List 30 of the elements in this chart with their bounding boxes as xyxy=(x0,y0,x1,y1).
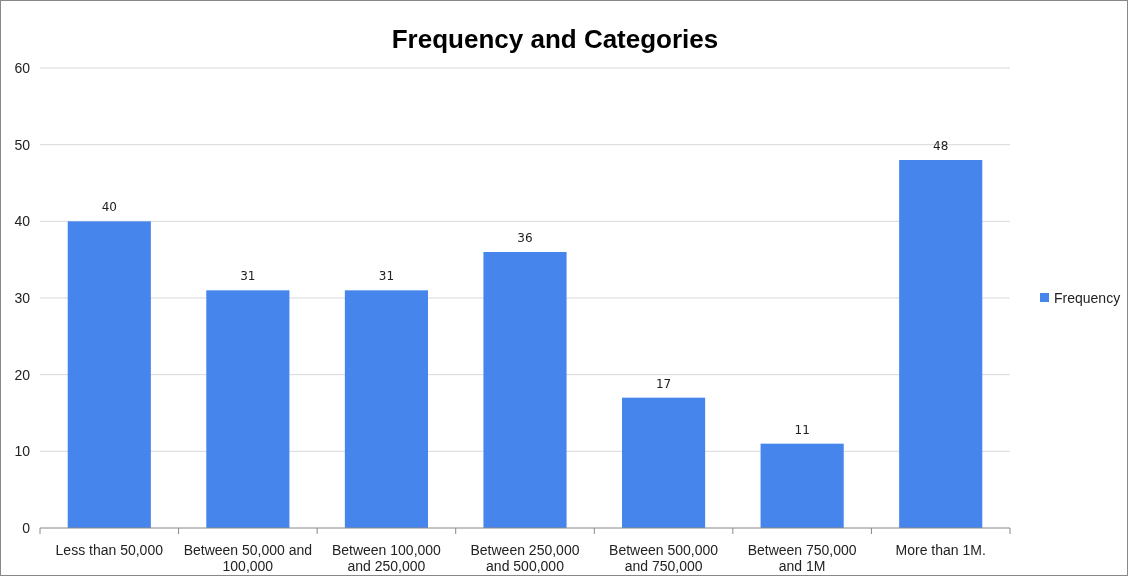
x-tick-label: Between 750,000 and 1M xyxy=(747,542,857,574)
y-tick-label: 30 xyxy=(14,290,31,306)
bar xyxy=(344,290,428,528)
bar xyxy=(760,443,844,528)
x-tick-label: Between 250,000 and 500,000 xyxy=(470,542,580,574)
bar xyxy=(483,252,567,528)
y-tick-label: 60 xyxy=(14,60,31,76)
x-tick-label: More than 1M. xyxy=(895,542,986,558)
x-tick-label: Between 100,000 and 250,000 xyxy=(331,542,442,574)
y-tick-label: 40 xyxy=(14,213,31,230)
data-label: 31 xyxy=(240,269,256,284)
y-tick-label: 10 xyxy=(14,443,31,460)
data-label: 48 xyxy=(933,139,949,153)
bar xyxy=(67,221,151,528)
x-tick-label: Between 50,000 and 100,000 xyxy=(183,542,313,574)
y-tick-label: 20 xyxy=(14,366,31,383)
y-tick-label: 50 xyxy=(14,136,31,153)
data-label: 40 xyxy=(101,200,117,215)
legend-label: Frequency xyxy=(1054,290,1121,306)
y-tick-label: 0 xyxy=(22,520,31,536)
data-label: 11 xyxy=(794,422,810,437)
data-label: 36 xyxy=(517,231,533,245)
chart-title: Frequency and Categories xyxy=(391,24,719,54)
bar xyxy=(206,290,290,528)
x-tick-label: Less than 50,000 xyxy=(55,542,164,558)
x-tick-label: Between 500,000 and 750,000 xyxy=(609,542,719,574)
data-label: 31 xyxy=(378,269,395,284)
bar xyxy=(622,397,706,528)
data-label: 17 xyxy=(655,376,672,391)
bar xyxy=(899,160,983,528)
